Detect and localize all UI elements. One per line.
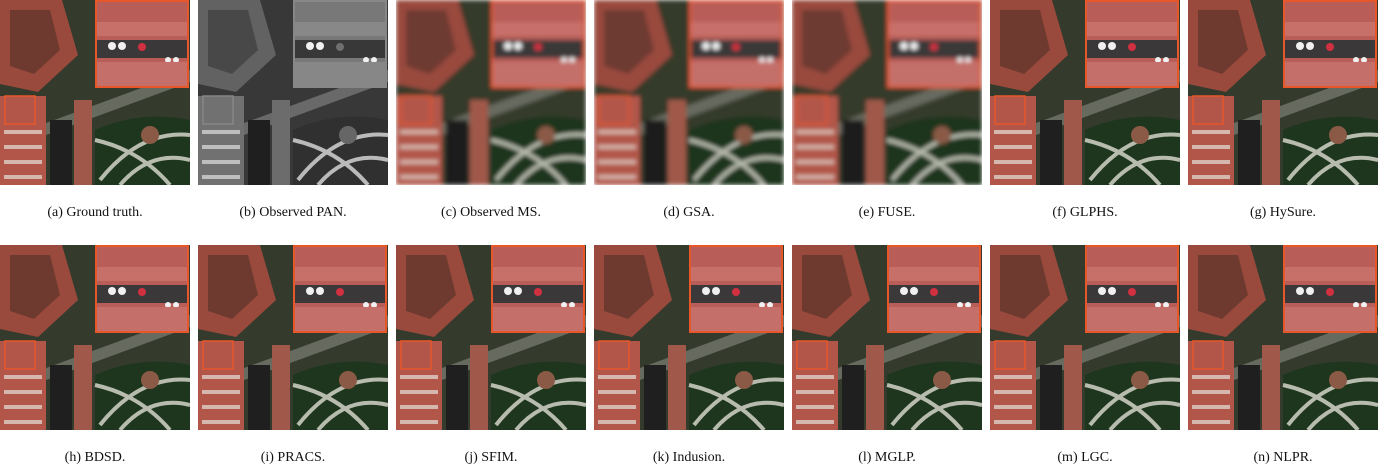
- subfigure: (b) Observed PAN.: [198, 0, 388, 221]
- subfigure: (c) Observed MS.: [396, 0, 586, 221]
- caption: (l) MGLP.: [792, 450, 982, 466]
- subfigure: (n) NLPR.: [1188, 245, 1378, 466]
- image: [792, 245, 982, 430]
- subfigure: (m) LGC.: [990, 245, 1180, 466]
- image: [0, 0, 190, 185]
- caption: (e) FUSE.: [792, 205, 982, 221]
- caption: (k) Indusion.: [594, 450, 784, 466]
- subfigure: (h) BDSD.: [0, 245, 190, 466]
- subfigure: (a) Ground truth.: [0, 0, 190, 221]
- subfigure: (l) MGLP.: [792, 245, 982, 466]
- subfigure: (k) Indusion.: [594, 245, 784, 466]
- caption: (h) BDSD.: [0, 450, 190, 466]
- subfigure: (f) GLPHS.: [990, 0, 1180, 221]
- caption: (i) PRACS.: [198, 450, 388, 466]
- subfigure: (e) FUSE.: [792, 0, 982, 221]
- image: [198, 0, 388, 185]
- subfigure: (j) SFIM.: [396, 245, 586, 466]
- image: [1188, 245, 1378, 430]
- image: [198, 245, 388, 430]
- image: [0, 245, 190, 430]
- image: [396, 245, 586, 430]
- caption: (b) Observed PAN.: [198, 205, 388, 221]
- image: [990, 245, 1180, 430]
- image: [792, 0, 982, 185]
- caption: (n) NLPR.: [1188, 450, 1378, 466]
- caption: (a) Ground truth.: [0, 205, 190, 221]
- image: [594, 245, 784, 430]
- image: [1188, 0, 1378, 185]
- caption: (g) HySure.: [1188, 205, 1378, 221]
- subfigure: (d) GSA.: [594, 0, 784, 221]
- subfigure: (i) PRACS.: [198, 245, 388, 466]
- caption: (m) LGC.: [990, 450, 1180, 466]
- caption: (c) Observed MS.: [396, 205, 586, 221]
- image: [990, 0, 1180, 185]
- caption: (d) GSA.: [594, 205, 784, 221]
- figure: (a) Ground truth. (b) Observed PAN. (c) Ob…: [0, 0, 1384, 470]
- image: [396, 0, 586, 185]
- caption: (f) GLPHS.: [990, 205, 1180, 221]
- subfigure: (g) HySure.: [1188, 0, 1378, 221]
- image: [594, 0, 784, 185]
- caption: (j) SFIM.: [396, 450, 586, 466]
